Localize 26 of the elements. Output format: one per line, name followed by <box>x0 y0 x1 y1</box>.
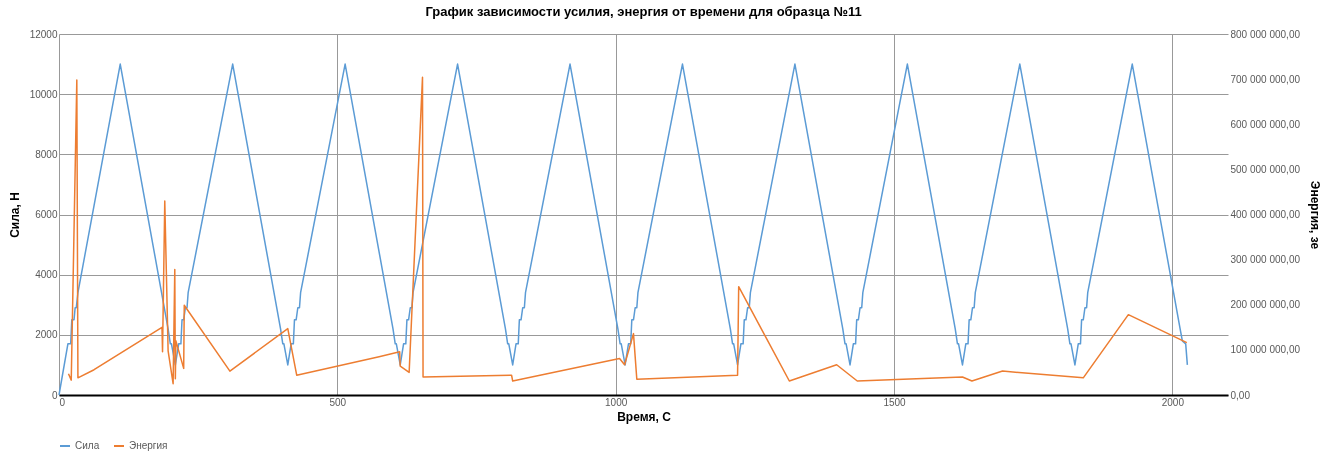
y-tick-label: 2000 <box>35 329 58 341</box>
y2-tick-label: 300 000 000,00 <box>1230 254 1301 266</box>
x-tick-label: 500 <box>329 396 347 408</box>
y-tick-label: 8000 <box>35 148 58 160</box>
y-tick-label: 12000 <box>29 28 58 40</box>
y-tick-label: 6000 <box>35 209 58 220</box>
x-tick-label: 2000 <box>1161 396 1185 408</box>
y2-tick-label: 500 000 000,00 <box>1230 163 1301 175</box>
legend-label: Энергия <box>129 440 168 451</box>
y-tick-label: 4000 <box>35 269 58 281</box>
y-tick-label: 10000 <box>29 88 58 100</box>
chart-title: График зависимости усилия, энергия от времени для образца №11 <box>425 4 862 19</box>
y2-tick-label: 700 000 000,00 <box>1230 73 1301 85</box>
y2-tick-label: 200 000 000,00 <box>1230 299 1301 311</box>
x-tick-label: 1000 <box>605 396 628 408</box>
y-axis-title: Сила, Н <box>7 192 22 238</box>
y2-tick-label: 800 000 000,00 <box>1230 28 1301 40</box>
y2-tick-label: 400 000 000,00 <box>1230 209 1301 220</box>
y2-axis-title: Энергия, зе <box>1308 180 1323 250</box>
x-tick-label: 1500 <box>883 396 907 408</box>
y2-tick-label: 100 000 000,00 <box>1230 344 1301 356</box>
x-axis-title: Время, С <box>617 409 672 424</box>
legend-label: Сила <box>75 440 100 451</box>
y2-tick-label: 0,00 <box>1230 389 1251 401</box>
x-tick-label: 0 <box>59 396 66 408</box>
y2-tick-label: 600 000 000,00 <box>1230 118 1301 130</box>
